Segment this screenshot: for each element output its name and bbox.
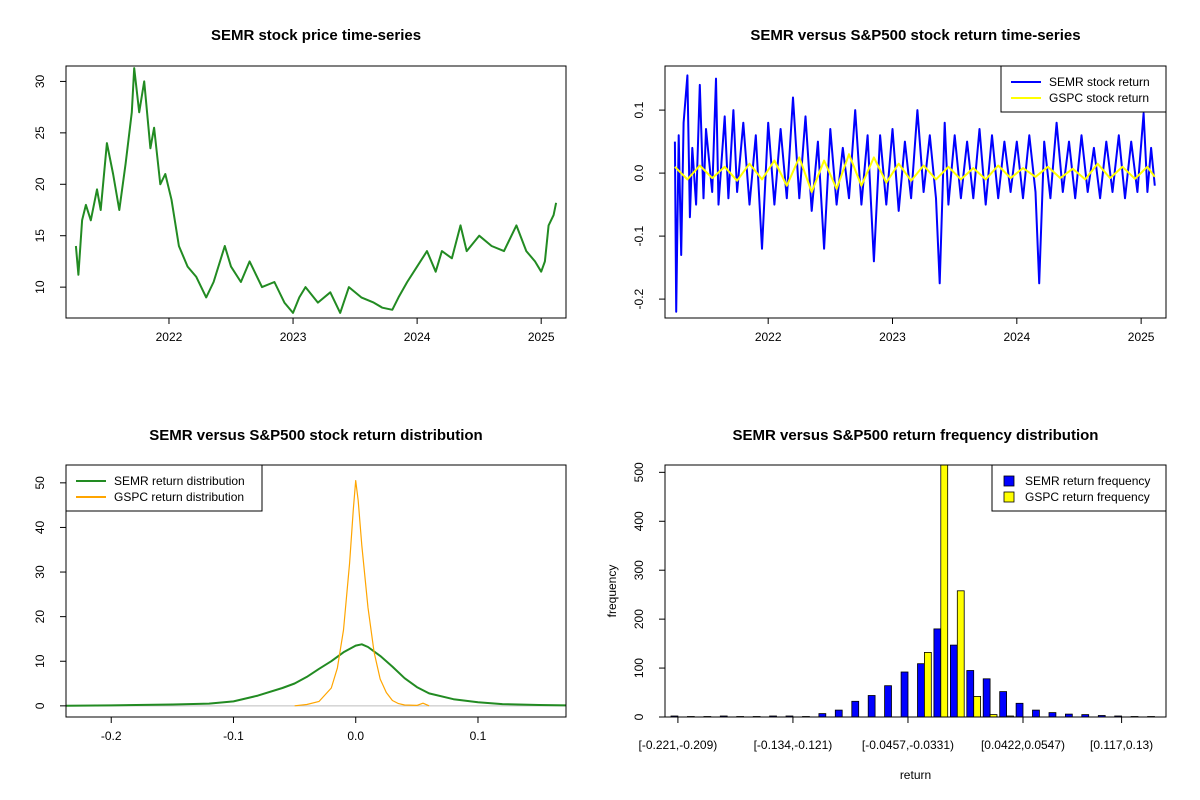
plot-frame bbox=[664, 464, 1167, 718]
bar-1-16 bbox=[940, 465, 949, 717]
y-tick-label: 100 bbox=[632, 658, 646, 678]
y-tick-label: 10 bbox=[33, 280, 47, 294]
y-axis-label: frequency bbox=[605, 565, 619, 618]
bar-1-18 bbox=[973, 696, 982, 717]
bar-0-16 bbox=[933, 628, 942, 717]
y-tick-label: 0 bbox=[33, 702, 47, 709]
plot-frame bbox=[65, 464, 567, 718]
x-tick-label: 2024 bbox=[1003, 330, 1030, 344]
bar-0-17 bbox=[950, 644, 958, 717]
y-tick-label: 20 bbox=[33, 177, 47, 191]
bar-0-14 bbox=[900, 671, 909, 717]
x-tick-label: 2025 bbox=[528, 330, 555, 344]
chart-returns: SEMR versus S&P500 stock return time-ser… bbox=[632, 27, 1167, 344]
bar-1-15 bbox=[924, 652, 932, 717]
chart-title: SEMR versus S&P500 stock return distribu… bbox=[149, 427, 482, 444]
x-tick-label: [-0.134,-0.121) bbox=[754, 738, 833, 752]
bar-0-15 bbox=[917, 663, 925, 717]
bar-0-22 bbox=[1032, 709, 1040, 717]
y-tick-label: 400 bbox=[632, 511, 646, 531]
series-line-0 bbox=[66, 643, 566, 707]
legend-label: SEMR stock return bbox=[1049, 75, 1150, 89]
y-tick-label: 30 bbox=[33, 74, 47, 88]
y-tick-label: -0.2 bbox=[632, 288, 646, 309]
legend-box bbox=[991, 464, 1167, 512]
legend: SEMR stock return GSPC stock return bbox=[1000, 65, 1167, 113]
bar-0-21 bbox=[1015, 702, 1024, 717]
bar-0-23 bbox=[1048, 712, 1057, 717]
plot-area bbox=[673, 74, 1156, 313]
y-tick-label: 20 bbox=[33, 610, 47, 624]
x-tick-label: [-0.221,-0.209) bbox=[639, 738, 718, 752]
legend-label: SEMR return frequency bbox=[1025, 474, 1150, 488]
y-tick-label: 50 bbox=[33, 476, 47, 490]
y-tick-label: 30 bbox=[33, 565, 47, 579]
x-tick-label: 2022 bbox=[156, 330, 183, 344]
x-tick-label: 2024 bbox=[404, 330, 431, 344]
bar-0-11 bbox=[851, 700, 860, 717]
x-tick-label: 2022 bbox=[755, 330, 782, 344]
bar-0-9 bbox=[818, 713, 827, 717]
series-line-0 bbox=[673, 74, 1156, 313]
bar-0-26 bbox=[1097, 715, 1106, 717]
legend: SEMR return distribution GSPC return dist… bbox=[65, 464, 263, 512]
x-tick-label: 2025 bbox=[1128, 330, 1155, 344]
x-tick-label: 2023 bbox=[879, 330, 906, 344]
chart-density: SEMR versus S&P500 stock return distribu… bbox=[33, 427, 567, 743]
chart-title: SEMR versus S&P500 return frequency dist… bbox=[733, 427, 1099, 444]
x-tick-label: 0.0 bbox=[347, 729, 364, 743]
series-line-1 bbox=[294, 480, 430, 707]
bar-0-19 bbox=[982, 678, 991, 717]
y-tick-label: 0 bbox=[632, 713, 646, 720]
chart-price: SEMR stock price time-series 2022 2023 2024… bbox=[33, 27, 567, 344]
y-tick-label: 25 bbox=[33, 126, 47, 140]
plot-frame bbox=[65, 65, 567, 319]
x-tick-label: 0.1 bbox=[470, 729, 487, 743]
legend-swatch bbox=[1003, 491, 1015, 503]
y-tick-label: 300 bbox=[632, 560, 646, 580]
x-tick-label: -0.1 bbox=[223, 729, 244, 743]
y-tick-label: -0.1 bbox=[632, 225, 646, 246]
y-tick-label: 200 bbox=[632, 609, 646, 629]
legend-label: GSPC return frequency bbox=[1025, 490, 1150, 504]
x-tick-label: 2023 bbox=[280, 330, 307, 344]
plot-frame bbox=[664, 65, 1167, 319]
chart-title: SEMR stock price time-series bbox=[211, 27, 421, 44]
x-tick-label: [0.117,0.13) bbox=[1090, 738, 1153, 752]
legend-box bbox=[1000, 65, 1167, 113]
series-line-1 bbox=[674, 153, 1156, 193]
y-tick-label: 0.1 bbox=[632, 101, 646, 118]
series-line-0 bbox=[74, 67, 558, 314]
y-tick-label: 40 bbox=[33, 520, 47, 534]
x-axis-label: return bbox=[900, 768, 931, 782]
chart-title: SEMR versus S&P500 stock return time-ser… bbox=[750, 27, 1080, 44]
bar-0-18 bbox=[966, 670, 975, 717]
bar-0-13 bbox=[884, 685, 892, 717]
legend: SEMR return frequency GSPC return frequen… bbox=[991, 464, 1167, 512]
plot-area bbox=[670, 465, 1162, 717]
chart-hist: SEMR versus S&P500 return frequency dist… bbox=[605, 427, 1167, 782]
bar-1-17 bbox=[956, 590, 965, 717]
x-tick-label: [0.0422,0.0547) bbox=[981, 738, 1065, 752]
y-tick-label: 0.0 bbox=[632, 164, 646, 181]
legend-box bbox=[65, 464, 263, 512]
y-tick-label: 500 bbox=[632, 462, 646, 482]
bar-0-20 bbox=[999, 691, 1008, 717]
y-tick-label: 15 bbox=[33, 229, 47, 243]
plot-area bbox=[74, 67, 558, 314]
x-tick-label: [-0.0457,-0.0331) bbox=[862, 738, 954, 752]
legend-label: SEMR return distribution bbox=[114, 474, 245, 488]
bar-0-12 bbox=[867, 695, 876, 717]
plot-area bbox=[66, 480, 566, 707]
x-tick-label: -0.2 bbox=[101, 729, 122, 743]
legend-label: GSPC stock return bbox=[1049, 91, 1149, 105]
bar-0-10 bbox=[834, 709, 843, 717]
legend-label: GSPC return distribution bbox=[114, 490, 244, 504]
y-tick-label: 10 bbox=[33, 654, 47, 668]
legend-swatch bbox=[1003, 475, 1015, 487]
